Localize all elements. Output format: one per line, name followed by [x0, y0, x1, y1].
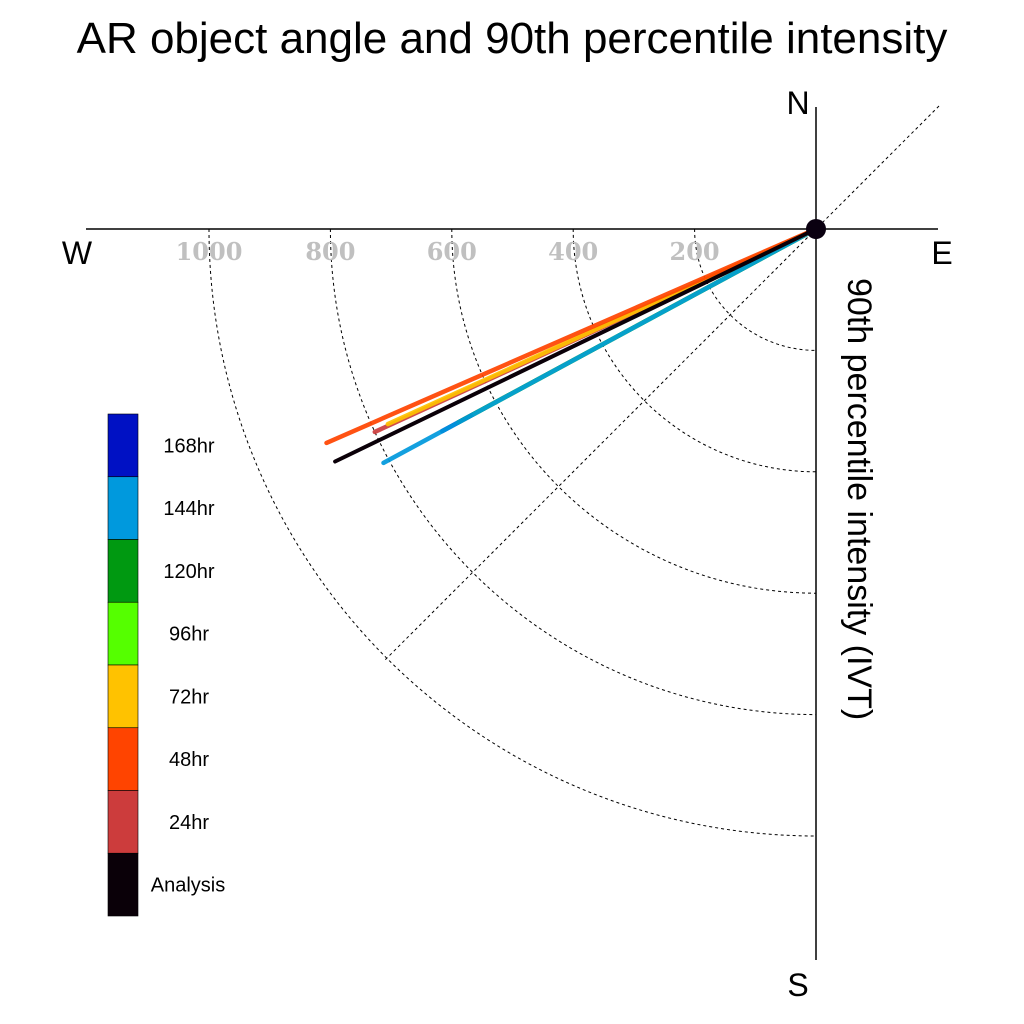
radial-axis-label: 90th percentile intensity (IVT) — [840, 278, 878, 720]
legend-swatch-120hr — [107, 539, 139, 603]
legend-swatch-48hr — [107, 727, 139, 791]
series-vectors — [324, 226, 819, 466]
origin-marker — [806, 219, 826, 239]
radial-tick-400: 400 — [548, 237, 598, 266]
legend-swatch-144hr — [107, 476, 139, 540]
radial-tick-200: 200 — [670, 237, 720, 266]
chart-title: AR object angle and 90th percentile inte… — [76, 14, 948, 63]
legend-label-120hr: 120hr — [163, 561, 214, 583]
legend-swatch-96hr — [107, 601, 139, 666]
grid-arc-600 — [451, 228, 817, 594]
legend-label-analysis: Analysis — [151, 875, 225, 897]
grid-arc-800 — [329, 228, 817, 716]
vector-144hr — [381, 226, 819, 466]
west-label: W — [62, 235, 93, 271]
vector-analysis — [333, 227, 818, 464]
axes-layer — [86, 105, 940, 960]
legend-label-168hr: 168hr — [163, 435, 214, 457]
legend-label-24hr: 24hr — [169, 812, 209, 834]
radial-tick-1000: 1000 — [176, 237, 243, 266]
legend-label-72hr: 72hr — [169, 686, 209, 708]
radial-tick-800: 800 — [305, 237, 355, 266]
east-label: E — [931, 235, 952, 271]
legend: 168hr 144hr 120hr 96hr 72hr 48hr 24hr Analysis — [107, 413, 225, 917]
legend-label-144hr: 144hr — [163, 498, 214, 520]
south-label: S — [787, 967, 808, 1003]
legend-swatch-24hr — [107, 790, 139, 854]
radial-tick-labels: 200 400 600 800 1000 — [176, 237, 720, 266]
legend-swatch-72hr — [107, 664, 139, 729]
grid-arc-400 — [572, 228, 817, 473]
vector-48hr — [324, 226, 819, 446]
radial-tick-600: 600 — [427, 237, 477, 266]
legend-swatch-168hr — [107, 413, 139, 478]
north-label: N — [786, 85, 809, 121]
grid-arc-200 — [694, 228, 817, 351]
diagonal-guide — [383, 105, 940, 662]
legend-label-96hr: 96hr — [169, 624, 209, 646]
legend-label-48hr: 48hr — [169, 749, 209, 771]
legend-swatch-analysis — [107, 852, 139, 917]
